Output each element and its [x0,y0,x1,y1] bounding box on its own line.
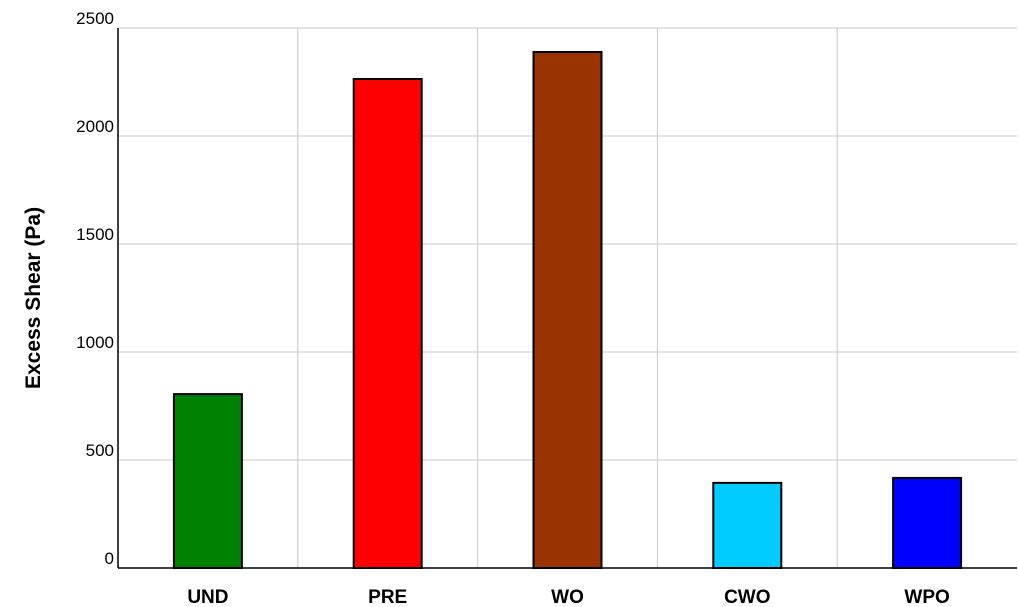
x-tick-label: CWO [724,587,770,607]
x-tick-label: WPO [904,587,949,607]
bar [172,393,243,569]
bar [712,481,783,569]
x-tick-label: PRE [368,587,407,607]
y-tick-label: 500 [86,441,114,460]
bar [352,77,423,569]
x-tick-label: WO [551,587,584,607]
y-tick-label: 0 [105,549,114,568]
y-tick-label: 1000 [76,333,114,352]
y-tick-label: 2000 [76,117,114,136]
bar [532,50,603,569]
y-tick-label: 1500 [76,225,114,244]
y-tick-label: 2500 [76,9,114,28]
bar [892,476,963,570]
y-axis-label: Excess Shear (Pa) [22,207,45,389]
x-tick-label: UND [187,587,228,607]
